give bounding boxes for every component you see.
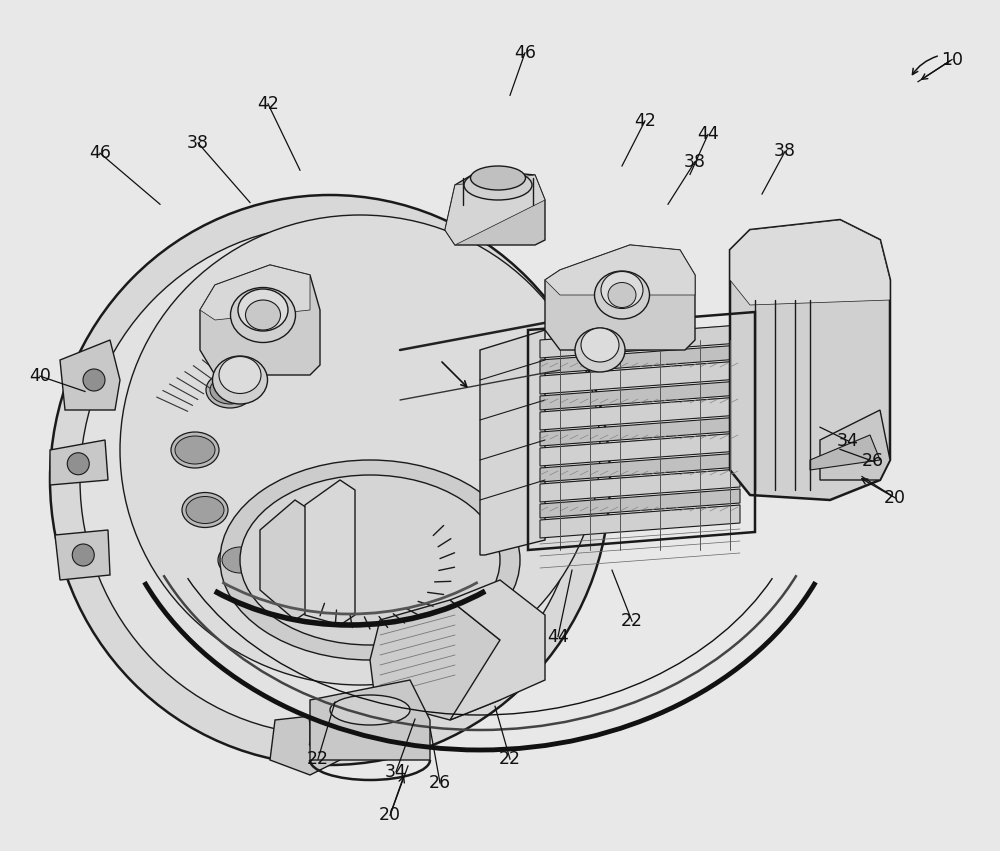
Polygon shape <box>480 330 545 555</box>
Polygon shape <box>540 381 740 410</box>
Text: 46: 46 <box>514 43 536 62</box>
Ellipse shape <box>120 215 600 685</box>
Ellipse shape <box>171 432 219 468</box>
Polygon shape <box>60 340 120 410</box>
Polygon shape <box>540 433 740 466</box>
Ellipse shape <box>238 289 288 331</box>
Text: 42: 42 <box>257 94 279 113</box>
Ellipse shape <box>471 166 526 190</box>
Text: 26: 26 <box>862 452 884 471</box>
Polygon shape <box>305 480 355 625</box>
Ellipse shape <box>357 577 393 603</box>
Ellipse shape <box>594 271 650 319</box>
Text: 22: 22 <box>621 612 643 631</box>
Ellipse shape <box>330 695 410 725</box>
Ellipse shape <box>464 170 532 200</box>
Text: 22: 22 <box>307 750 329 768</box>
Ellipse shape <box>310 698 390 743</box>
Polygon shape <box>730 220 890 500</box>
Ellipse shape <box>575 328 625 372</box>
Ellipse shape <box>287 573 333 608</box>
Text: 40: 40 <box>29 367 51 386</box>
Ellipse shape <box>608 283 636 307</box>
Polygon shape <box>260 500 310 620</box>
Ellipse shape <box>219 357 261 393</box>
Polygon shape <box>820 410 890 480</box>
Ellipse shape <box>581 328 619 362</box>
Ellipse shape <box>218 543 262 577</box>
Ellipse shape <box>67 453 89 475</box>
Ellipse shape <box>413 563 447 587</box>
Ellipse shape <box>240 475 500 645</box>
Polygon shape <box>310 680 430 760</box>
Polygon shape <box>200 265 310 320</box>
Text: 42: 42 <box>634 111 656 130</box>
Polygon shape <box>200 265 320 375</box>
Ellipse shape <box>212 356 268 404</box>
Polygon shape <box>540 505 740 538</box>
Ellipse shape <box>80 225 580 735</box>
Ellipse shape <box>353 573 397 607</box>
Polygon shape <box>445 170 545 245</box>
Polygon shape <box>540 345 740 374</box>
Text: 20: 20 <box>379 806 401 825</box>
Polygon shape <box>545 245 695 350</box>
Ellipse shape <box>206 372 254 408</box>
Ellipse shape <box>409 558 451 591</box>
Text: 44: 44 <box>547 627 569 646</box>
Polygon shape <box>540 325 740 358</box>
Polygon shape <box>450 580 545 720</box>
Polygon shape <box>445 175 545 245</box>
Text: 46: 46 <box>89 144 111 163</box>
Ellipse shape <box>83 369 105 391</box>
Ellipse shape <box>222 547 258 573</box>
Text: 26: 26 <box>429 774 451 792</box>
Text: 22: 22 <box>499 750 521 768</box>
Ellipse shape <box>175 436 215 464</box>
Ellipse shape <box>210 376 250 404</box>
Ellipse shape <box>186 496 224 523</box>
Ellipse shape <box>50 195 610 765</box>
Text: 34: 34 <box>837 431 859 450</box>
Polygon shape <box>540 417 740 446</box>
Polygon shape <box>270 715 340 775</box>
Polygon shape <box>370 600 500 720</box>
Text: 34: 34 <box>385 762 407 781</box>
Polygon shape <box>50 440 108 485</box>
Polygon shape <box>545 245 695 295</box>
Text: 38: 38 <box>187 134 209 152</box>
Ellipse shape <box>291 576 329 603</box>
Polygon shape <box>55 530 110 580</box>
Polygon shape <box>730 220 890 305</box>
Polygon shape <box>810 435 880 470</box>
Ellipse shape <box>72 544 94 566</box>
Ellipse shape <box>246 300 280 330</box>
Ellipse shape <box>325 698 385 733</box>
Ellipse shape <box>230 288 296 342</box>
Text: 38: 38 <box>684 152 706 171</box>
Ellipse shape <box>601 271 643 309</box>
Polygon shape <box>540 453 740 482</box>
Polygon shape <box>540 397 740 430</box>
Text: 38: 38 <box>774 142 796 161</box>
Text: 20: 20 <box>884 488 906 507</box>
Text: 44: 44 <box>697 125 719 144</box>
Polygon shape <box>540 361 740 394</box>
Ellipse shape <box>220 460 520 660</box>
Ellipse shape <box>182 493 228 528</box>
Polygon shape <box>540 489 740 518</box>
Polygon shape <box>540 469 740 502</box>
Text: 10: 10 <box>941 50 963 69</box>
